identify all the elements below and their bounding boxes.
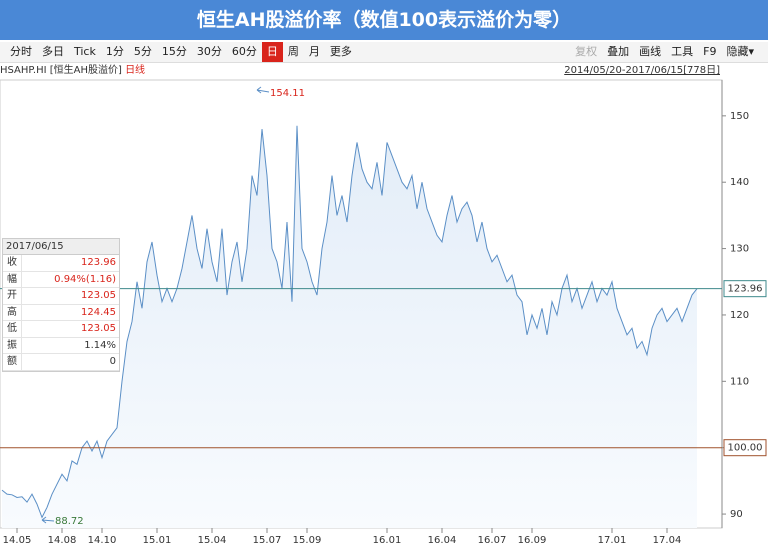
panel-row: 开 123.05 bbox=[3, 288, 119, 305]
x-tick-label: 16.07 bbox=[478, 535, 507, 546]
panel-key: 高 bbox=[3, 304, 22, 320]
panel-value: 123.05 bbox=[81, 323, 116, 334]
panel-value: 0.94%(1.16) bbox=[54, 273, 116, 285]
panel-key: 额 bbox=[3, 354, 22, 370]
x-tick-label: 15.04 bbox=[198, 535, 227, 546]
x-tick-label: 15.09 bbox=[293, 535, 322, 546]
toolbar-button[interactable]: 15分 bbox=[161, 45, 187, 58]
info-panel: 2017/06/15 收 123.96 幅 0.94%(1.16) 开 123.05 高 12… bbox=[2, 238, 120, 372]
panel-key: 开 bbox=[3, 288, 22, 304]
toolbar-button[interactable]: 日 bbox=[261, 42, 283, 62]
panel-value: 0 bbox=[109, 356, 116, 367]
title-bar: 恒生AH股溢价率（数值100表示溢价为零） bbox=[0, 0, 768, 40]
symbol: HSAHP.HI [恒生AH股溢价] bbox=[0, 65, 122, 76]
min-arrow bbox=[41, 516, 55, 524]
toolbar-button[interactable]: 月 bbox=[308, 45, 320, 58]
max-label: 154.11 bbox=[270, 88, 305, 99]
max-arrow bbox=[256, 86, 270, 94]
y-tick-label: 150 bbox=[730, 111, 749, 122]
y-tick-label: 120 bbox=[730, 310, 749, 321]
x-tick-label: 16.01 bbox=[373, 535, 402, 546]
toolbar-button[interactable]: 1分 bbox=[105, 45, 124, 58]
toolbar: 分时 多日 Tick 1分 5分 15分 30分 60分日周月更多 复权 叠加 画线 工具 F9 隐藏▾ bbox=[0, 42, 768, 63]
min-label: 88.72 bbox=[55, 516, 84, 527]
y-tick-label: 130 bbox=[730, 244, 749, 255]
area bbox=[2, 125, 697, 528]
reference-label: 100.00 bbox=[728, 443, 763, 454]
panel-row: 幅 0.94%(1.16) bbox=[3, 271, 119, 288]
x-tick-label: 16.04 bbox=[428, 535, 457, 546]
panel-key: 幅 bbox=[3, 271, 22, 287]
toolbar-button[interactable]: 5分 bbox=[133, 45, 152, 58]
toolbar-button[interactable]: 隐藏▾ bbox=[726, 45, 754, 58]
x-tick-label: 15.07 bbox=[253, 535, 282, 546]
x-tick-label: 16.09 bbox=[518, 535, 547, 546]
toolbar-button[interactable]: 30分 bbox=[196, 45, 222, 58]
date-range[interactable]: 2014/05/20-2017/06/15[778日] bbox=[564, 65, 720, 76]
toolbar-button[interactable]: 更多 bbox=[329, 45, 352, 58]
reference-label-box bbox=[723, 439, 767, 457]
panel-row: 收 123.96 bbox=[3, 255, 119, 272]
panel-date: 2017/06/15 bbox=[3, 239, 119, 255]
x-tick-label: 14.05 bbox=[3, 535, 32, 546]
toolbar-button[interactable]: 复权 bbox=[575, 45, 598, 58]
y-tick-label: 90 bbox=[730, 509, 743, 520]
x-tick-label: 17.01 bbox=[598, 535, 627, 546]
panel-value: 123.96 bbox=[81, 257, 116, 268]
y-tick-label: 110 bbox=[730, 376, 749, 387]
toolbar-button[interactable]: 60分 bbox=[231, 45, 257, 58]
toolbar-button[interactable]: 画线 bbox=[639, 45, 662, 58]
reference-label-box bbox=[723, 280, 767, 298]
toolbar-button[interactable]: 多日 bbox=[42, 45, 64, 58]
toolbar-button[interactable]: 叠加 bbox=[607, 45, 630, 58]
toolbar-button[interactable]: Tick bbox=[74, 45, 96, 58]
info-bar: HSAHP.HI [恒生AH股溢价] 日线 2014/05/20-2017/06… bbox=[0, 63, 768, 79]
toolbar-button[interactable]: 周 bbox=[287, 45, 299, 58]
panel-value: 1.14% bbox=[84, 339, 116, 351]
panel-key: 低 bbox=[3, 321, 22, 337]
panel-key: 收 bbox=[3, 255, 22, 271]
y-tick-label: 140 bbox=[730, 177, 749, 188]
panel-key: 振 bbox=[3, 337, 22, 353]
x-tick-label: 14.10 bbox=[88, 535, 117, 546]
reference-label: 123.96 bbox=[728, 284, 763, 295]
panel-row: 低 123.05 bbox=[3, 321, 119, 338]
line bbox=[1, 125, 698, 519]
panel-row: 高 124.45 bbox=[3, 304, 119, 321]
x-tick-label: 15.01 bbox=[143, 535, 172, 546]
panel-value: 124.45 bbox=[81, 306, 116, 318]
toolbar-button[interactable]: 工具 bbox=[671, 45, 694, 58]
panel-value: 123.05 bbox=[81, 290, 116, 301]
period[interactable]: 日线 bbox=[125, 65, 146, 76]
panel-row: 振 1.14% bbox=[3, 337, 119, 354]
x-tick-label: 17.04 bbox=[653, 535, 682, 546]
x-tick-label: 14.08 bbox=[48, 535, 77, 546]
toolbar-button[interactable]: F9 bbox=[703, 45, 717, 58]
toolbar-button[interactable]: 分时 bbox=[10, 45, 32, 58]
